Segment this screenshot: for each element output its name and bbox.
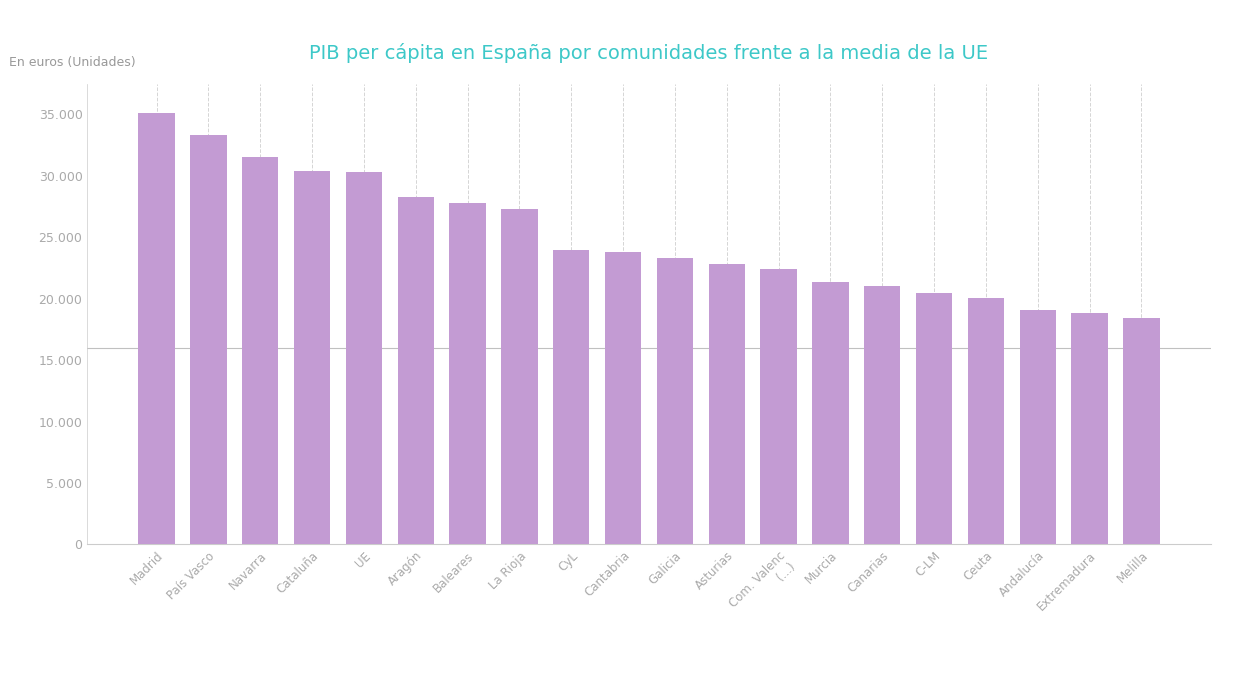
Bar (398, 197, 434, 544)
Bar (656, 258, 693, 544)
Bar (967, 297, 1003, 544)
Bar (139, 113, 175, 544)
Bar (242, 158, 278, 544)
Bar (709, 265, 745, 544)
Bar (812, 281, 849, 544)
Title: PIB per cápita en España por comunidades frente a la media de la UE: PIB per cápita en España por comunidades… (310, 43, 988, 63)
Bar (605, 252, 641, 544)
Bar (449, 203, 485, 544)
Bar (1123, 318, 1159, 544)
Bar (346, 172, 382, 544)
Bar (295, 171, 331, 544)
Bar (553, 250, 589, 544)
Text: En euros (Unidades): En euros (Unidades) (9, 56, 135, 69)
Bar (1020, 310, 1056, 544)
Bar (760, 269, 796, 544)
Bar (916, 292, 952, 544)
Bar (190, 135, 227, 544)
Bar (502, 209, 538, 544)
Bar (864, 286, 900, 544)
Bar (1071, 313, 1108, 544)
